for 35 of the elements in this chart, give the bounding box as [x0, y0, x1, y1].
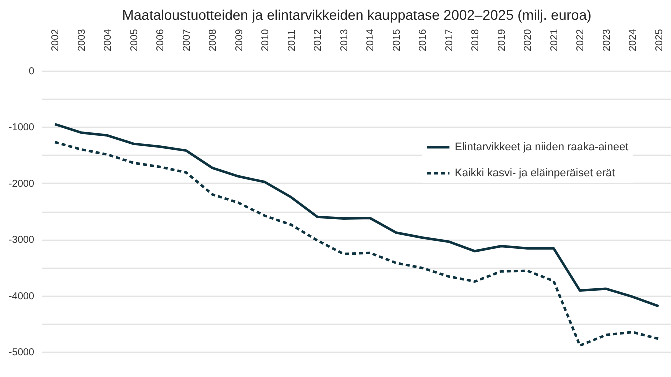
x-tick-label: 2004 [103, 28, 114, 52]
x-tick-label: 2023 [602, 28, 613, 52]
x-tick-label: 2020 [523, 28, 534, 52]
x-tick-label: 2017 [444, 28, 456, 52]
y-tick-label: -1000 [8, 122, 35, 134]
x-tick-label: 2012 [313, 28, 324, 52]
x-tick-label: 2018 [470, 28, 482, 52]
legend-label: Kaikki kasvi- ja eläinperäiset erät [455, 168, 616, 180]
x-tick-label: 2025 [654, 28, 666, 52]
x-tick-label: 2014 [366, 28, 377, 52]
y-tick-label: 0 [28, 66, 35, 78]
x-tick-label: 2011 [286, 30, 298, 52]
x-tick-label: 2005 [129, 28, 140, 52]
line-series [54, 141, 660, 348]
x-tick-label: 2016 [418, 28, 430, 52]
y-tick-label: -5000 [8, 348, 35, 358]
y-tick-label: -2000 [8, 178, 35, 190]
x-tick-label: 2013 [339, 28, 350, 52]
x-tick-label: 2007 [182, 28, 193, 52]
y-tick-label: -3000 [8, 235, 35, 246]
y-tick-label: -4000 [8, 291, 35, 302]
x-tick-label: 2015 [392, 28, 403, 52]
legend-label: Elintarvikkeet ja niiden raaka-aineet [455, 142, 629, 154]
chart-title: Maataloustuotteiden ja elintarvikkeiden kauppatase 2002–2025 (milj. euroa) [122, 6, 592, 23]
x-tick-label: 2024 [628, 28, 640, 52]
x-tick-label: 2009 [234, 28, 246, 52]
x-tick-label: 2002 [50, 28, 62, 52]
x-tick-label: 2003 [76, 28, 88, 52]
x-tick-label: 2010 [260, 28, 272, 52]
x-tick-label: 2022 [576, 28, 587, 52]
x-tick-label: 2019 [496, 28, 508, 52]
x-tick-label: 2008 [208, 28, 220, 52]
x-tick-label: 2021 [549, 28, 560, 52]
line-series [54, 123, 660, 308]
x-tick-label: 2006 [156, 28, 167, 52]
